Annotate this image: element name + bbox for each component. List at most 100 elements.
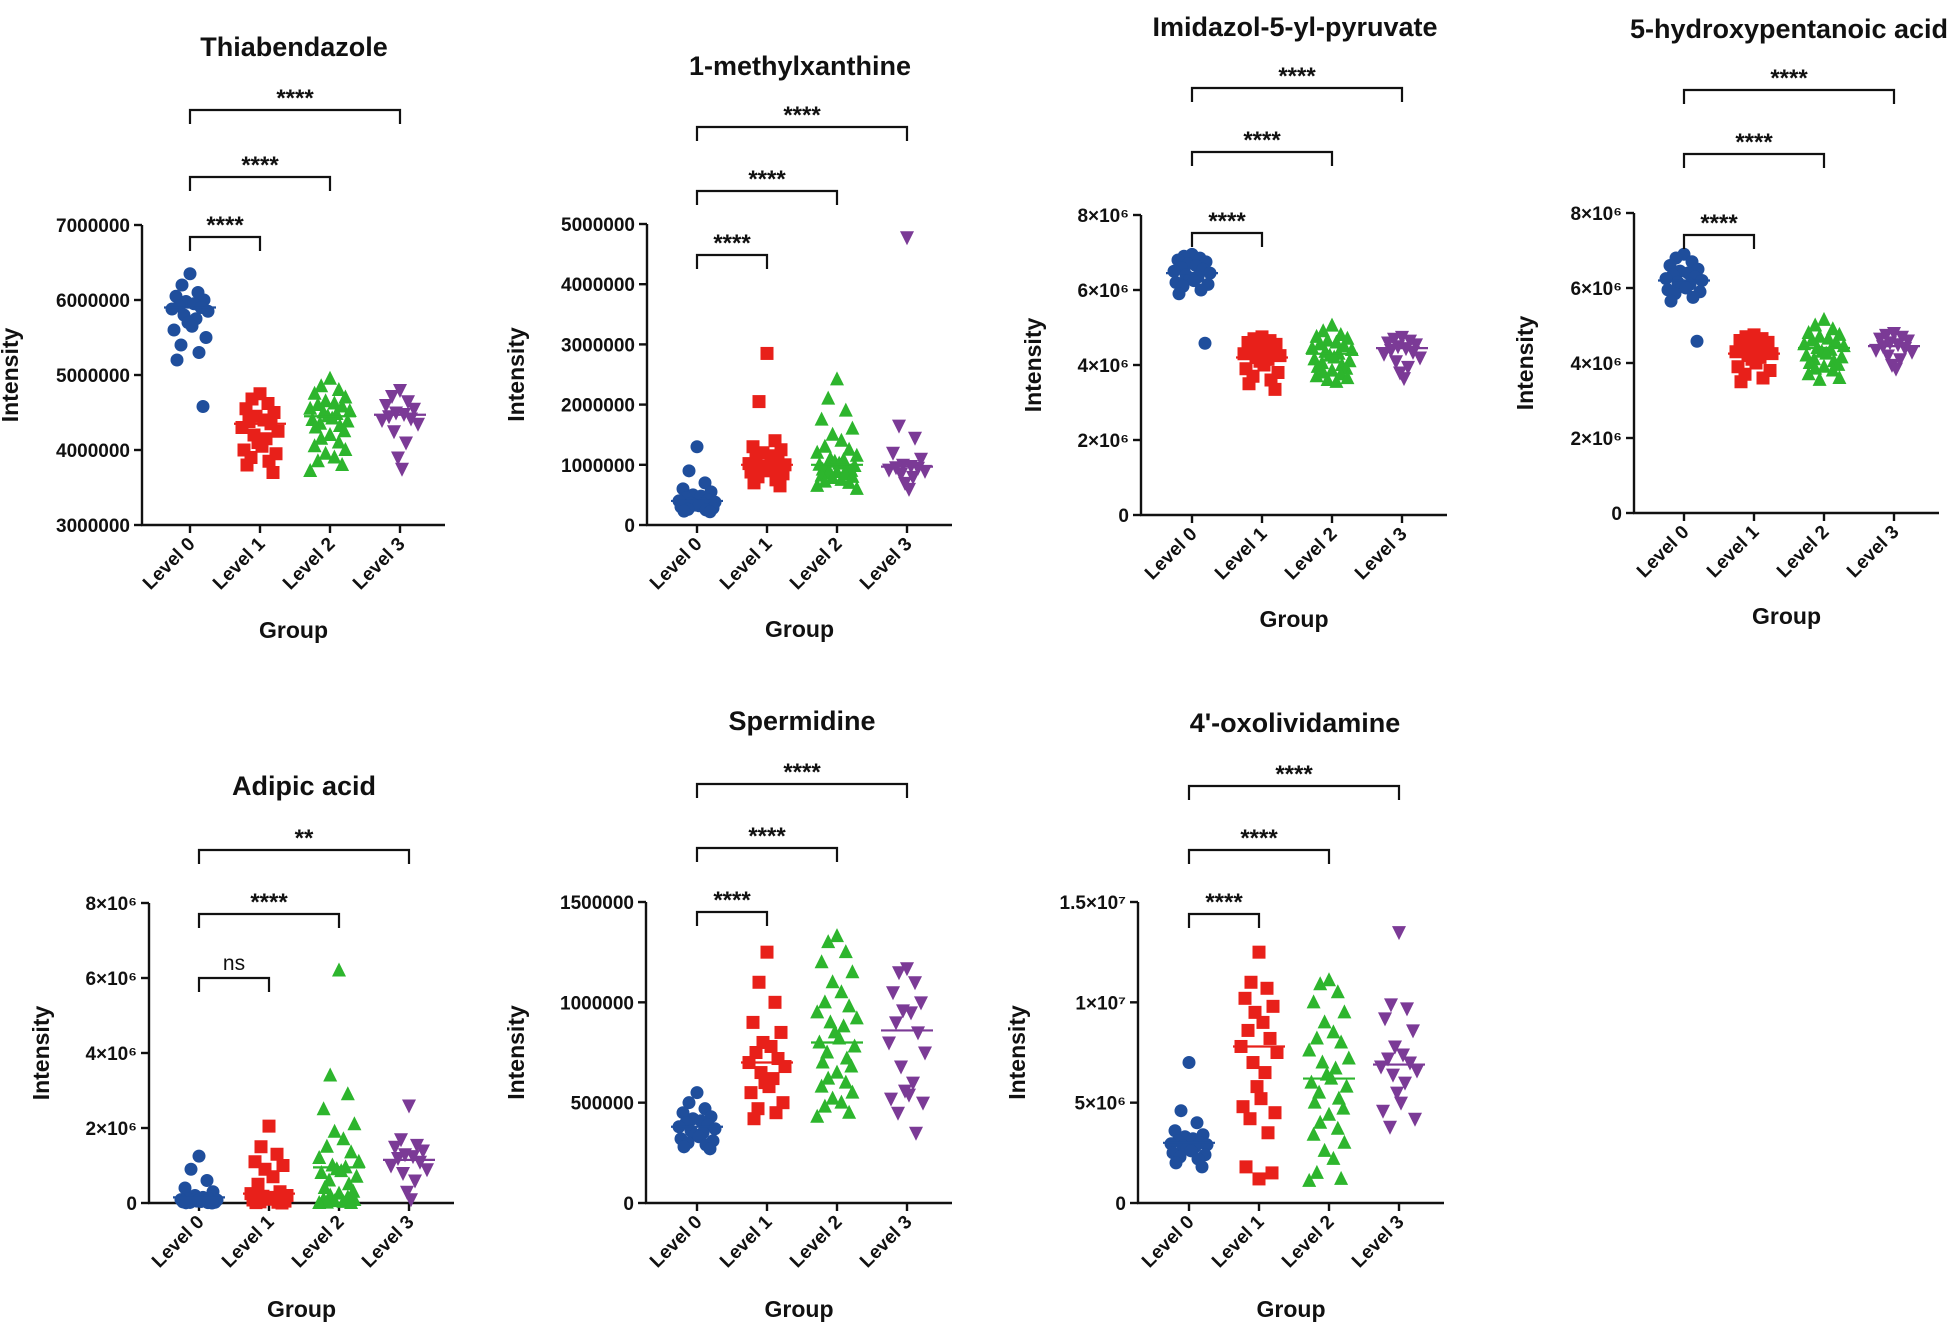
x-tick-label: Level 2 [1281, 524, 1341, 584]
series-level-2 [312, 962, 366, 1209]
data-point [1334, 1034, 1349, 1049]
x-tick-label: Level 0 [139, 534, 199, 594]
significance-label: **** [1770, 65, 1808, 92]
series-level-2 [1797, 311, 1851, 386]
significance-bracket [695, 846, 839, 862]
data-point [817, 1098, 832, 1113]
data-point [1403, 334, 1417, 349]
y-tick-label: 2×10⁶ [85, 1119, 137, 1140]
x-tick-label: Level 0 [148, 1212, 208, 1272]
y-tick-label: 6×10⁶ [1077, 281, 1129, 302]
data-point [1182, 1056, 1196, 1070]
y-tick-label: 2000000 [561, 396, 635, 417]
series-level-1 [1236, 330, 1288, 396]
significance-bracket [197, 976, 271, 992]
data-point [690, 440, 704, 454]
y-tick-label: 2×10⁶ [1077, 431, 1129, 452]
data-point [318, 393, 333, 408]
data-point [842, 441, 857, 456]
chart-title: Adipic acid [232, 771, 376, 801]
significance-label: **** [1278, 63, 1316, 90]
data-point [255, 439, 269, 453]
data-point [1174, 1104, 1188, 1118]
data-point [1326, 1024, 1341, 1039]
data-point [1172, 287, 1186, 301]
x-tick-label: Level 1 [218, 1211, 279, 1272]
significance-label: **** [206, 212, 244, 239]
data-point [307, 385, 322, 400]
data-point [1241, 1023, 1255, 1037]
series-level-2 [1305, 317, 1359, 388]
significance-label: **** [1735, 129, 1773, 156]
data-point [1825, 362, 1840, 377]
x-tick-label: Level 1 [1211, 523, 1272, 584]
panel-7: 4'-oxolividamine 0 5×10⁶ 1×10⁷ 1.5×10⁷ Level … [1004, 708, 1444, 1322]
data-point [1306, 994, 1321, 1009]
data-point [1869, 343, 1883, 358]
data-point [834, 471, 849, 486]
data-point [1168, 1124, 1182, 1138]
data-point [703, 1142, 717, 1156]
data-point [1315, 1054, 1330, 1069]
chart-title: Imidazol-5-yl-pyruvate [1152, 12, 1437, 42]
significance-label: **** [713, 887, 751, 914]
panel-3: Imidazol-5-yl-pyruvate 0 2×10⁶ 4×10⁶ 6×10⁶ 8×… [1020, 12, 1447, 632]
data-point [1309, 1030, 1324, 1045]
significance-bracket [695, 782, 909, 798]
data-point [1664, 294, 1678, 308]
x-tick-label: Level 3 [856, 1212, 916, 1272]
data-point [830, 928, 844, 943]
data-point [1312, 1084, 1327, 1099]
data-point [344, 1195, 359, 1209]
y-tick-label: 4000000 [561, 275, 635, 296]
data-point [1808, 317, 1823, 332]
data-point [773, 479, 787, 493]
data-point [1812, 328, 1827, 343]
y-tick-label: 3000000 [561, 335, 635, 356]
data-point [882, 1036, 896, 1051]
significance-label: **** [1243, 127, 1281, 154]
data-point [746, 1015, 760, 1029]
x-tick-label: Level 1 [209, 533, 270, 594]
data-point [271, 424, 285, 438]
y-tick-label: 6000000 [56, 291, 130, 312]
x-tick-label: Level 3 [358, 1212, 418, 1272]
data-point [384, 1159, 398, 1174]
y-tick-label: 0 [1118, 506, 1129, 527]
significance-bracket [197, 912, 341, 928]
data-point [170, 353, 184, 367]
data-point [1398, 1076, 1412, 1091]
data-point [776, 1096, 790, 1110]
data-point [249, 1196, 263, 1210]
panel-2: 1-methylxanthine 0 1000000 2000000 3000000 40… [503, 51, 952, 642]
data-point [331, 434, 346, 449]
data-point [327, 1123, 342, 1138]
y-tick-label: 500000 [571, 1094, 634, 1115]
y-axis-label: Intensity [1020, 318, 1046, 413]
y-tick-label: 4000000 [56, 441, 130, 462]
y-axis-label: Intensity [28, 1006, 54, 1101]
y-axis-label: Intensity [503, 1005, 529, 1100]
y-tick-label: 1500000 [560, 893, 634, 914]
data-point [900, 962, 914, 977]
data-point [267, 406, 281, 419]
series-level-0 [1658, 247, 1710, 348]
data-point [406, 1150, 420, 1165]
data-point [303, 400, 318, 415]
significance-bracket [1187, 912, 1261, 928]
data-point [174, 338, 188, 352]
data-point [774, 1025, 788, 1039]
data-point [677, 504, 691, 518]
data-point [842, 474, 857, 489]
x-axis-label: Group [765, 1296, 834, 1322]
data-point [820, 1044, 835, 1059]
data-point [1893, 353, 1907, 368]
data-point [1383, 1120, 1397, 1135]
data-point [1304, 1074, 1319, 1089]
x-tick-label: Level 0 [1141, 524, 1201, 584]
data-point [379, 399, 393, 413]
data-point [1330, 1120, 1345, 1135]
data-point [199, 331, 213, 344]
data-point [262, 1119, 276, 1133]
